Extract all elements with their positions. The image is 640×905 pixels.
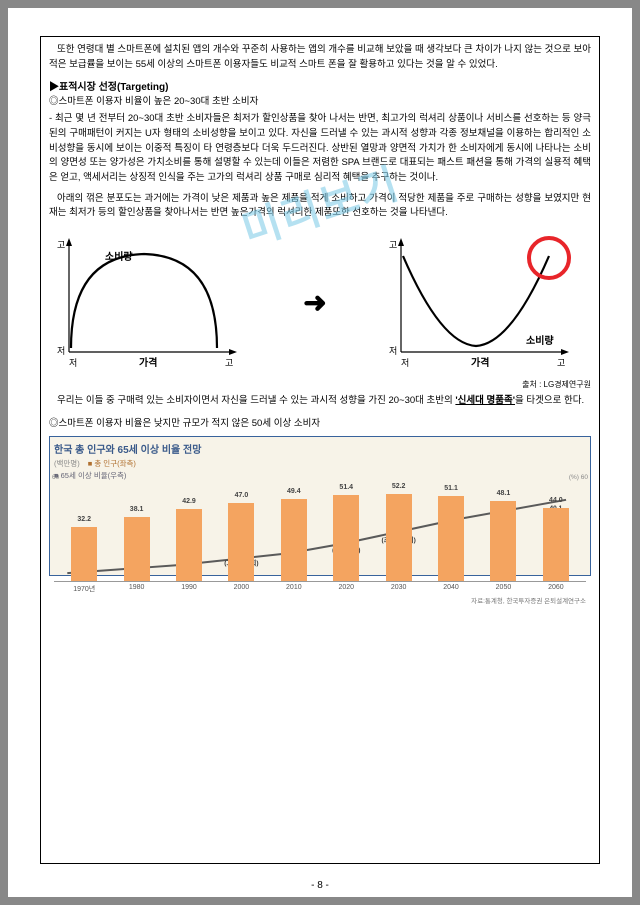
curve-svg-left: 고 저 저 고 가격 소비량 bbox=[49, 226, 249, 374]
y-axis-right-max: (%) 60 bbox=[569, 474, 588, 481]
x-tick-label: 2000 bbox=[215, 584, 267, 594]
curve-path-right bbox=[403, 256, 549, 346]
bar-x-labels: 1970년19801990200020102020203020402050206… bbox=[54, 582, 586, 594]
subheading-2030: ◎스마트폰 이용자 비율이 높은 20~30대 초반 소비자 bbox=[49, 95, 591, 110]
bar-group: 40.144.0 bbox=[530, 508, 582, 581]
y-axis-left-max: 60 bbox=[52, 474, 59, 481]
para4-b: 을 타겟으로 한다. bbox=[515, 395, 584, 406]
page: 미리보기 또한 연령대 별 스마트폰에 설치된 앱의 개수와 꾸준히 사용하는 … bbox=[8, 8, 632, 897]
bar-group: 51.1 bbox=[425, 496, 477, 581]
bar-value-label: 38.1 bbox=[122, 506, 152, 513]
svg-text:저: 저 bbox=[401, 358, 409, 368]
bar: 38.1 bbox=[124, 517, 150, 581]
x-tick-label: 2030 bbox=[372, 584, 424, 594]
bar-value-label: 44.0 bbox=[541, 497, 571, 504]
bar: 44.0 bbox=[543, 508, 569, 581]
paragraph-target: 우리는 이들 중 구매력 있는 소비자이면서 자신을 드러낼 수 있는 과시적 … bbox=[49, 394, 591, 409]
bar-value-label: 49.4 bbox=[279, 488, 309, 495]
bar: 49.4 bbox=[281, 499, 307, 581]
arrow-icon: ➜ bbox=[303, 286, 326, 319]
heading-targeting: ▶표적시장 선정(Targeting) bbox=[49, 78, 591, 93]
y-high-label: 고 bbox=[57, 240, 65, 250]
bar-group: 14.5 (2018년) (고령사회)51.4 bbox=[320, 495, 372, 581]
x-axis-label: 가격 bbox=[139, 356, 157, 369]
x-tick-label: 1970년 bbox=[58, 584, 110, 594]
bar-chart-title: 한국 총 인구와 65세 이상 비율 전망 bbox=[54, 441, 586, 456]
bar: 51.1 bbox=[438, 496, 464, 581]
svg-text:소비량: 소비량 bbox=[526, 334, 554, 347]
bar: 51.4 bbox=[333, 495, 359, 581]
para4-bold: '신세대 명품족' bbox=[455, 395, 515, 406]
bar: 48.1 bbox=[490, 501, 516, 581]
svg-text:고: 고 bbox=[557, 358, 565, 368]
bar-group: 49.4 bbox=[268, 499, 320, 581]
para4-a: 우리는 이들 중 구매력 있는 소비자이면서 자신을 드러낼 수 있는 과시적 … bbox=[57, 395, 455, 406]
page-number: - 8 - bbox=[311, 880, 329, 891]
legend-2: ■ 65세 이상 비율(우측) bbox=[54, 470, 586, 481]
bar-chart: 60 (%) 60 3.132.238.142.97.2 (2000년) (고령… bbox=[54, 482, 586, 582]
bar-group: 38.1 bbox=[110, 517, 162, 581]
svg-text:저: 저 bbox=[389, 346, 397, 356]
curve-chart-right: 고 저 저 고 가격 소비량 bbox=[381, 226, 591, 379]
bar: 52.2 bbox=[386, 494, 412, 581]
bar-value-label: 51.4 bbox=[331, 484, 361, 491]
x-tick-label: 2010 bbox=[268, 584, 320, 594]
bar-value-label: 47.0 bbox=[226, 492, 256, 499]
unit-left: (백만명) bbox=[54, 458, 80, 469]
legend-1: ■ 총 인구(좌측) bbox=[88, 458, 136, 469]
x-tick-label: 2060 bbox=[530, 584, 582, 594]
paragraph-intro: 또한 연령대 별 스마트폰에 설치된 앱의 개수와 꾸준히 사용하는 앱의 개수… bbox=[49, 43, 591, 72]
svg-text:가격: 가격 bbox=[471, 356, 489, 369]
x-tick-label: 1980 bbox=[110, 584, 162, 594]
bar-group: 42.9 bbox=[163, 509, 215, 581]
subheading-50plus: ◎스마트폰 이용자 비율은 낮지만 규모가 적지 않은 50세 이상 소비자 bbox=[49, 417, 591, 432]
bar-group: 3.132.2 bbox=[58, 527, 110, 581]
bar: 47.0 bbox=[228, 503, 254, 581]
curve-charts-row: 고 저 저 고 가격 소비량 ➜ 고 저 저 bbox=[49, 227, 591, 377]
bar-value-label: 52.2 bbox=[384, 483, 414, 490]
paragraph-chart-desc: 아래의 꺾은 분포도는 과거에는 가격이 낮은 제품과 높은 제품을 적게 소비… bbox=[49, 192, 591, 221]
chart-source: 출처 : LG경제연구원 bbox=[49, 379, 591, 390]
x-tick-label: 2050 bbox=[477, 584, 529, 594]
curve-svg-right: 고 저 저 고 가격 소비량 bbox=[381, 226, 591, 374]
bar-chart-source: 자료:통계청, 한국투자증권 은퇴설계연구소 bbox=[54, 595, 586, 605]
x-low-label: 저 bbox=[69, 358, 77, 368]
bar-group: 48.1 bbox=[477, 501, 529, 581]
curve-path-left bbox=[71, 254, 217, 348]
bar: 42.9 bbox=[176, 509, 202, 581]
bar-group: 7.2 (2000년) (고령화사회)47.0 bbox=[215, 503, 267, 581]
svg-text:고: 고 bbox=[389, 240, 397, 250]
x-tick-label: 1990 bbox=[163, 584, 215, 594]
x-high-label: 고 bbox=[225, 358, 233, 368]
content-frame: 또한 연령대 별 스마트폰에 설치된 앱의 개수와 꾸준히 사용하는 앱의 개수… bbox=[40, 36, 600, 864]
y-low-label: 저 bbox=[57, 346, 65, 356]
bar-value-label: 48.1 bbox=[488, 490, 518, 497]
x-tick-label: 2040 bbox=[425, 584, 477, 594]
bar-value-label: 42.9 bbox=[174, 498, 204, 505]
bar-chart-container: 한국 총 인구와 65세 이상 비율 전망 (백만명) ■ 총 인구(좌측) ■… bbox=[49, 436, 591, 576]
curve-chart-left: 고 저 저 고 가격 소비량 bbox=[49, 226, 249, 379]
paragraph-2030-desc: - 최근 몇 년 전부터 20~30대 초반 소비자들은 최저가 할인상품을 찾… bbox=[49, 112, 591, 186]
bar-value-label: 51.1 bbox=[436, 485, 466, 492]
bar-value-label: 32.2 bbox=[69, 516, 99, 523]
x-tick-label: 2020 bbox=[320, 584, 372, 594]
bar-group: 20.8 (2026년) (초고령사회)52.2 bbox=[372, 494, 424, 581]
bar: 32.2 bbox=[71, 527, 97, 581]
